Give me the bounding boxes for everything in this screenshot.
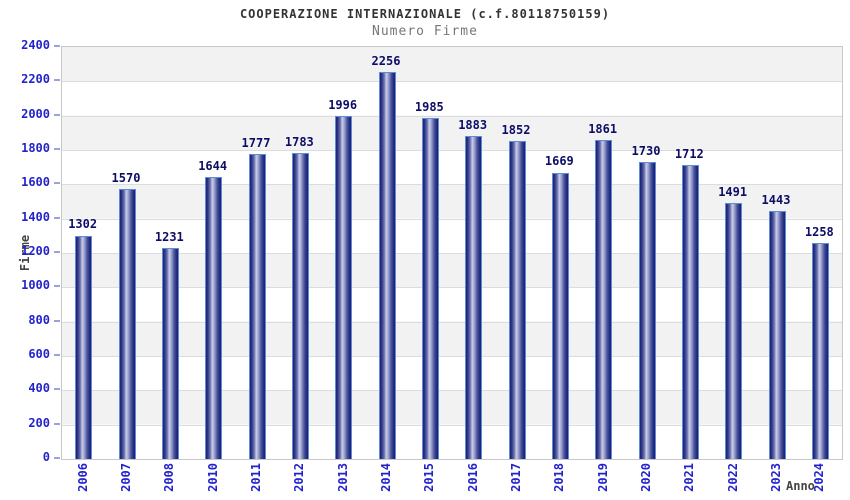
x-tick-label: 2016 <box>465 463 480 492</box>
x-tick-label: 2008 <box>162 463 177 492</box>
bar <box>205 176 223 459</box>
y-tick-mark <box>54 457 60 459</box>
y-tick-mark <box>54 422 60 425</box>
x-tick-label: 2017 <box>509 463 523 492</box>
bar <box>335 116 353 459</box>
bar <box>291 152 309 459</box>
y-tick-label: 2400 <box>21 38 50 52</box>
y-tick-mark <box>54 354 60 356</box>
y-tick-mark <box>54 148 60 150</box>
chart-subtitle: Numero Firme <box>372 24 478 39</box>
y-tick-label: 200 <box>28 415 50 430</box>
bar <box>508 141 526 459</box>
y-tick-label: 400 <box>28 381 50 396</box>
y-tick-label: 600 <box>28 347 50 361</box>
x-axis-title: Anno <box>786 479 815 493</box>
bar-value-label: 1985 <box>414 100 444 115</box>
bar-value-label: 1883 <box>458 117 488 132</box>
x-tick-label: 2014 <box>379 463 393 492</box>
chart-title: COOPERAZIONE INTERNAZIONALE (c.f.8011875… <box>239 7 611 21</box>
bar-value-label: 1730 <box>631 144 661 159</box>
gridline <box>62 390 842 392</box>
bar <box>768 211 786 459</box>
y-tick-label: 800 <box>28 312 50 327</box>
x-tick-label: 2018 <box>552 463 567 492</box>
x-tick-label: 2022 <box>725 463 740 492</box>
bar-value-label: 2256 <box>371 53 401 68</box>
bar <box>378 71 396 459</box>
bar-value-label: 1491 <box>718 185 748 200</box>
x-tick-label: 2013 <box>335 463 350 492</box>
bar <box>118 189 136 459</box>
bar <box>725 203 743 459</box>
bar <box>681 165 699 459</box>
bar-value-label: 1712 <box>674 147 704 162</box>
gridline <box>62 321 842 323</box>
gridline <box>62 287 842 289</box>
y-tick-label: 1200 <box>21 244 50 258</box>
x-tick-label: 2021 <box>682 463 697 492</box>
x-tick-label: 2012 <box>292 463 307 492</box>
bar <box>638 162 656 459</box>
y-tick-mark <box>54 182 60 185</box>
gridline <box>62 115 842 117</box>
y-tick-label: 2200 <box>21 72 50 87</box>
x-tick-label: 2006 <box>75 463 90 492</box>
gridline <box>62 253 842 254</box>
bar-value-label: 1258 <box>804 225 834 240</box>
y-tick-mark <box>54 319 60 322</box>
y-tick-mark <box>54 285 60 288</box>
y-tick-mark <box>54 216 60 219</box>
bar <box>465 135 483 459</box>
x-tick-label: 2023 <box>769 463 783 492</box>
bar-value-label: 1669 <box>544 154 574 169</box>
bar-value-label: 1852 <box>501 123 531 138</box>
bar <box>421 118 439 459</box>
x-tick-label: 2019 <box>595 463 610 492</box>
gridline <box>62 356 842 357</box>
x-tick-label: 2010 <box>205 463 220 492</box>
gridline <box>62 424 842 426</box>
gridline <box>62 150 842 151</box>
y-tick-label: 1600 <box>21 175 50 190</box>
bar <box>161 247 179 459</box>
gridline <box>62 218 842 220</box>
y-tick-label: 2000 <box>21 106 50 121</box>
bar-value-label: 1861 <box>588 121 618 136</box>
y-tick-mark <box>54 388 60 391</box>
bar <box>75 235 93 459</box>
x-tick-label: 2020 <box>639 463 653 492</box>
x-tick-label: 2015 <box>422 463 437 492</box>
y-tick-label: 1400 <box>21 209 50 224</box>
bar-value-label: 1302 <box>68 217 98 232</box>
bar-value-label: 1231 <box>154 229 184 244</box>
bar-value-label: 1570 <box>111 171 141 186</box>
x-tick-label: 2007 <box>119 463 133 492</box>
y-tick-label: 0 <box>42 450 50 464</box>
bar <box>595 139 613 459</box>
y-tick-mark <box>54 79 60 82</box>
bar <box>248 153 266 459</box>
y-tick-label: 1800 <box>21 141 50 155</box>
bar-value-label: 1996 <box>328 98 358 113</box>
bar-value-label: 1783 <box>284 134 314 149</box>
gridline <box>62 184 842 186</box>
y-tick-mark <box>54 45 60 47</box>
y-tick-mark <box>54 251 60 253</box>
bar <box>811 243 829 459</box>
bar <box>551 172 569 459</box>
bar-value-label: 1443 <box>761 193 791 208</box>
bar-value-label: 1777 <box>241 135 271 150</box>
bar-value-label: 1644 <box>198 158 228 173</box>
plot-area <box>61 46 843 460</box>
gridline <box>62 81 842 83</box>
y-tick-label: 1000 <box>21 278 50 293</box>
y-tick-mark <box>54 113 60 116</box>
x-tick-label: 2011 <box>249 463 263 492</box>
